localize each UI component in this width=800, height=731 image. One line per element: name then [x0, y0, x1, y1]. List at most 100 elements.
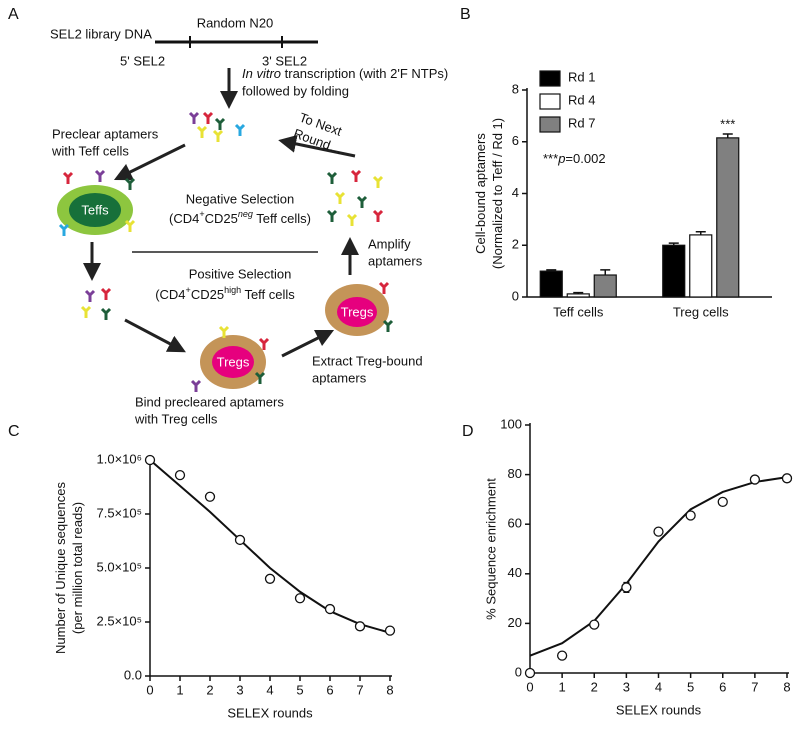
data-point [324, 603, 336, 615]
x-tick-label: 2 [591, 679, 598, 694]
x-tick-label: 3 [236, 682, 243, 697]
x-axis-label: SELEX rounds [227, 705, 313, 720]
arrow [281, 329, 335, 358]
data-point [234, 534, 246, 546]
y-tick-label: 4 [512, 185, 519, 200]
label: CD25 [205, 211, 238, 226]
label: 5' SEL2 [120, 53, 165, 68]
error-bar [722, 133, 733, 138]
error-bar [695, 231, 706, 235]
data-point [589, 619, 600, 630]
x-tick-label: 8 [783, 679, 790, 694]
legend-swatch [539, 93, 561, 110]
teff-nucleus [69, 193, 121, 227]
x-tick-label: Teff cells [553, 304, 604, 319]
charts: 0 2 4 6 8 Cell-bound aptamers (Normalized to T… [53, 69, 793, 720]
label: with Treg cells [134, 411, 218, 426]
data-point [174, 469, 186, 481]
aptamers [80, 287, 112, 322]
data-point [556, 650, 568, 661]
y-tick-label: 6 [512, 133, 519, 148]
y-axis-label: % Sequence enrichment [483, 478, 498, 620]
y-tick-label: 20 [508, 615, 522, 630]
label: Extract Treg-bound [312, 353, 423, 368]
x-tick-label: 5 [296, 682, 303, 697]
label: (CD4+CD25neg Teff cells) [169, 209, 311, 226]
label: Teff cells) [253, 211, 311, 226]
x-tick-label: 6 [719, 679, 726, 694]
cell-label: Teffs [81, 202, 109, 217]
label: SEL2 library DNA [50, 26, 152, 41]
x-tick-label: Treg cells [673, 304, 729, 319]
y-axis-label: (Normalized to Teff / Rd 1) [490, 118, 505, 269]
arrow [278, 134, 356, 158]
cell-label: Tregs [341, 304, 374, 319]
panel-letter: B [460, 6, 471, 23]
error-bar [600, 269, 611, 276]
aptamer [378, 281, 390, 296]
data-point [144, 454, 156, 466]
data-point [524, 667, 536, 679]
label: (CD4+CD25high Teff cells [155, 285, 295, 302]
label: Amplify [368, 236, 411, 251]
legend-label: Rd 7 [568, 115, 595, 130]
bar [566, 293, 590, 298]
y-tick-label: 8 [512, 81, 519, 96]
data-point [354, 621, 366, 632]
cell-label: Tregs [217, 354, 250, 369]
panel-letter: A [8, 6, 19, 23]
label: In vitro [242, 66, 281, 81]
legend-swatch [539, 116, 561, 133]
annotation-part: *** [543, 151, 558, 166]
fit-curve [149, 459, 391, 634]
label: 3' SEL2 [262, 53, 307, 68]
label: Negative Selection [186, 191, 294, 206]
y-tick-label: 1.0×10⁶ [97, 451, 142, 466]
bar [539, 270, 563, 298]
data-point [749, 474, 761, 485]
annotation: ***p=0.002 [543, 151, 606, 166]
bar [689, 234, 713, 298]
data-point [781, 473, 793, 484]
y-tick-label: 0 [515, 664, 522, 679]
data-point [294, 593, 306, 604]
x-tick-label: 0 [526, 679, 533, 694]
label: CD25 [191, 287, 224, 302]
x-tick-label: 5 [687, 679, 694, 694]
y-tick-label: 80 [508, 466, 522, 481]
x-tick-label: 1 [559, 679, 566, 694]
x-tick-label: 1 [176, 682, 183, 697]
error-bar [546, 269, 557, 272]
label: (CD4 [169, 211, 199, 226]
x-axis-label: SELEX rounds [616, 702, 702, 717]
label: transcription (with 2'F NTPs) [281, 66, 448, 81]
legend-label: Rd 1 [568, 69, 595, 84]
x-tick-label: 7 [751, 679, 758, 694]
label: Teff cells [241, 287, 295, 302]
y-tick-label: 7.5×10⁵ [96, 505, 142, 520]
bar [593, 274, 617, 298]
bar [662, 244, 686, 298]
label: neg [238, 209, 253, 219]
x-tick-label: 2 [206, 682, 213, 697]
x-tick-label: 7 [356, 682, 363, 697]
y-tick-label: 100 [500, 416, 522, 431]
arrow [113, 143, 186, 181]
bar [716, 137, 740, 298]
x-tick-label: 4 [655, 679, 662, 694]
data-point [685, 510, 696, 521]
label: Preclear aptamers [52, 126, 159, 141]
data-point [653, 526, 664, 537]
y-tick-label: 5.0×10⁵ [96, 559, 142, 574]
y-tick-label: 60 [508, 516, 522, 531]
error-bar [668, 242, 679, 246]
annotation-part: =0.002 [565, 151, 605, 166]
fit-curve [529, 476, 788, 657]
label: with Teff cells [51, 143, 129, 158]
label: + [199, 209, 204, 219]
legend-swatch [539, 70, 561, 87]
y-tick-label: 2 [512, 237, 519, 252]
label: aptamers [368, 253, 423, 268]
y-axis-label: Cell-bound aptamers [473, 133, 488, 254]
x-tick-label: 4 [266, 682, 273, 697]
